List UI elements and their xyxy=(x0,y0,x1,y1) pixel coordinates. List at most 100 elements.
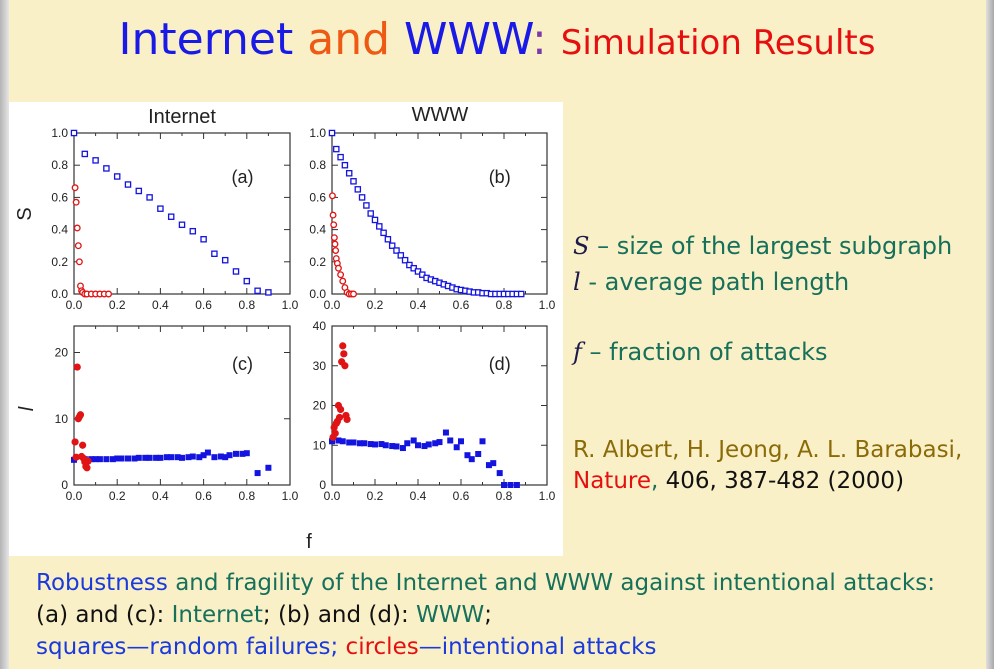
data-point-square xyxy=(239,450,246,457)
data-point-square xyxy=(163,454,170,461)
y-tick-label: 20 xyxy=(313,399,327,413)
data-point-circle xyxy=(337,405,345,414)
data-point-square xyxy=(393,443,400,450)
x-axis-label-f: f xyxy=(306,531,312,553)
data-point-circle xyxy=(74,242,82,250)
data-point-square xyxy=(211,250,218,257)
x-tick-label: 0.0 xyxy=(66,298,83,312)
data-point-square xyxy=(226,452,233,459)
data-point-square xyxy=(415,442,421,449)
panel-frame xyxy=(331,132,548,295)
caption-robustness: Robustness xyxy=(36,570,168,596)
data-point-square xyxy=(189,227,197,235)
data-point-circle xyxy=(79,441,87,449)
data-point-circle xyxy=(340,350,348,358)
x-tick-label: 0.2 xyxy=(367,489,384,503)
chart-title-www: WWW xyxy=(412,104,469,126)
data-point-circle xyxy=(71,438,79,446)
data-point-square xyxy=(233,450,239,457)
data-point-circle xyxy=(83,464,91,472)
data-point-square xyxy=(354,186,362,193)
data-point-circle xyxy=(331,429,339,437)
y-tick-label: 40 xyxy=(313,319,327,333)
caption-line-1: Robustness and fragility of the Internet… xyxy=(36,570,935,596)
reference-citation: Nature, 406, 387-482 (2000) xyxy=(573,468,904,494)
data-point-square xyxy=(265,289,272,296)
data-point-square xyxy=(243,277,251,285)
left-frame xyxy=(0,0,9,669)
data-point-square xyxy=(243,450,250,457)
data-point-square xyxy=(200,452,207,459)
legend-f-text: – fraction of attacks xyxy=(581,338,828,366)
reference-authors: R. Albert, H. Jeong, A. L. Barabasi, xyxy=(573,437,963,463)
data-point-circle xyxy=(330,234,338,242)
data-point-square xyxy=(153,454,160,461)
caption-bd: ; (b) and (d): xyxy=(262,602,417,628)
figure-svg: 0.0 0.2 0.4 0.6 0.8 1.0 0.0 0.2 0.4 0.6 0.8 1.0 (a) 0… xyxy=(14,104,556,553)
data-point-square xyxy=(513,482,520,488)
legend-s-symbol: S xyxy=(573,232,590,260)
caption-www: WWW xyxy=(416,602,485,628)
y-tick-label: 20 xyxy=(55,346,69,360)
x-tick-label: 0.6 xyxy=(453,489,470,503)
data-point-circle xyxy=(71,184,79,192)
y-tick-label: 0.4 xyxy=(309,223,326,237)
x-tick-label: 0.2 xyxy=(367,298,384,312)
x-tick-label: 0.0 xyxy=(324,298,341,312)
data-point-square xyxy=(345,170,353,177)
x-tick-label: 1.0 xyxy=(282,489,299,503)
data-point-circle xyxy=(343,415,351,424)
data-point-circle xyxy=(335,264,342,272)
data-point-square xyxy=(328,129,336,137)
data-point-square xyxy=(346,439,353,446)
data-point-square xyxy=(96,456,103,463)
data-point-square xyxy=(421,443,428,450)
y-tick-label: 1.0 xyxy=(309,126,326,140)
y-tick-label: 10 xyxy=(55,412,69,426)
x-tick-label: 0.8 xyxy=(496,489,513,503)
y-tick-label: 0.8 xyxy=(51,158,68,172)
data-point-square xyxy=(179,454,185,461)
data-point-square xyxy=(142,454,149,461)
data-point-square xyxy=(479,438,486,445)
panel-frame xyxy=(331,325,548,486)
data-point-square xyxy=(265,464,272,471)
x-tick-label: 0.6 xyxy=(195,298,212,312)
panel-label: (b) xyxy=(489,167,511,187)
y-tick-label: 0.6 xyxy=(309,190,326,204)
x-tick-label: 0.8 xyxy=(238,489,255,503)
y-tick-label: 30 xyxy=(313,359,327,373)
data-point-circle xyxy=(332,247,340,254)
panel-label: (a) xyxy=(231,167,253,187)
caption-internet: Internet xyxy=(171,602,263,628)
data-point-square xyxy=(131,455,138,462)
data-point-square xyxy=(380,229,387,237)
panel-label: (c) xyxy=(232,354,253,374)
data-point-square xyxy=(372,441,378,448)
y-tick-label: 1.0 xyxy=(51,126,68,140)
data-point-square xyxy=(358,194,366,201)
data-point-square xyxy=(389,443,396,450)
data-point-circle xyxy=(328,192,336,200)
data-point-square xyxy=(468,456,475,463)
data-point-square xyxy=(196,454,203,461)
data-point-circle xyxy=(335,413,344,422)
y-tick-label: 0 xyxy=(61,478,68,492)
data-point-circle xyxy=(76,411,85,419)
data-point-square xyxy=(125,455,131,462)
data-point-square xyxy=(222,454,229,461)
data-point-square xyxy=(200,236,207,243)
data-point-square xyxy=(113,173,121,180)
x-tick-label: 1.0 xyxy=(539,489,556,503)
legend-l-symbol: l xyxy=(573,268,581,296)
data-point-square xyxy=(453,444,460,451)
x-tick-label: 0.0 xyxy=(324,489,341,503)
legend-l-text: - average path length xyxy=(580,268,850,296)
figure-panel: 0.0 0.2 0.4 0.6 0.8 1.0 0.0 0.2 0.4 0.6 0.8 1.0 (a) 0… xyxy=(9,102,563,556)
data-point-square xyxy=(118,455,125,462)
data-point-square xyxy=(399,445,406,452)
y-tick-label: 0.8 xyxy=(309,158,326,172)
y-tick-label: 0.2 xyxy=(309,255,326,269)
data-point-square xyxy=(168,454,175,461)
data-point-square xyxy=(232,268,240,275)
